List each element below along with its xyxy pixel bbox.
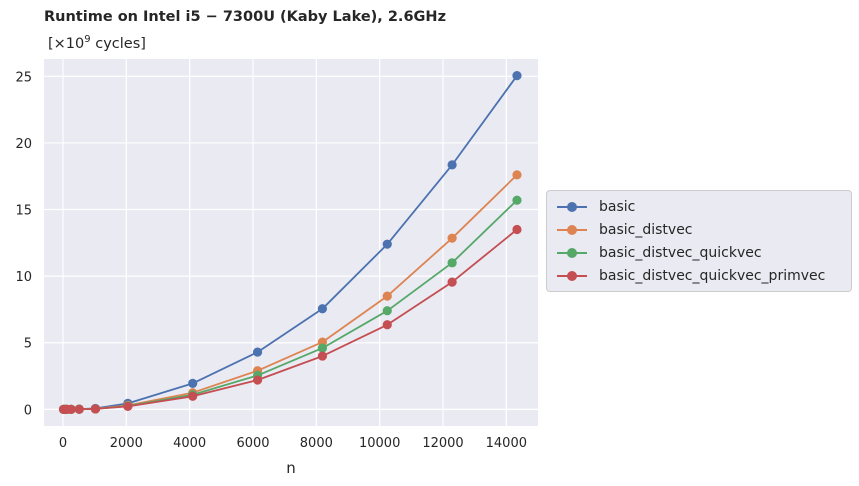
data-point — [90, 404, 101, 414]
chart-title: Runtime on Intel i5 − 7300U (Kaby Lake),… — [44, 9, 447, 25]
legend-label: basic_distvec_quickvec — [599, 245, 762, 261]
legend-marker-icon — [555, 269, 589, 283]
data-point — [252, 347, 263, 357]
unit-label: [×109 cycles] — [48, 34, 146, 52]
data-point — [447, 160, 457, 170]
data-point — [512, 195, 522, 205]
legend-item: basic_distvec_quickvec — [547, 242, 762, 264]
data-point — [66, 404, 76, 414]
data-point — [317, 351, 328, 361]
unit-label-suffix: cycles] — [90, 35, 146, 52]
x-tick-label: 14000 — [486, 436, 527, 451]
data-point — [123, 401, 133, 412]
series-group — [58, 71, 522, 414]
x-tick-label: 6000 — [236, 436, 269, 451]
legend-marker-icon — [555, 200, 589, 214]
data-point — [188, 378, 198, 388]
data-point — [447, 258, 457, 268]
unit-label-prefix: [×10 — [48, 35, 85, 52]
legend-item: basic_distvec_quickvec_primvec — [547, 265, 825, 287]
data-point — [447, 233, 457, 243]
x-tick-label: 0 — [59, 436, 67, 451]
y-tick-label: 25 — [15, 70, 32, 85]
unit-label-exponent: 9 — [84, 34, 91, 45]
data-point — [382, 291, 392, 301]
x-tick-label: 4000 — [173, 436, 206, 451]
data-point — [252, 375, 263, 385]
y-tick-label: 0 — [24, 403, 32, 418]
tick-labels: 0 2000 4000 6000 8000 10000 12000 14000 0 5 10 15 20… — [15, 70, 527, 451]
data-point — [382, 306, 392, 316]
x-tick-label: 2000 — [110, 436, 143, 451]
data-point — [188, 391, 198, 401]
x-tick-label: 10000 — [359, 436, 400, 451]
legend-marker-icon — [555, 223, 589, 237]
plot-area — [44, 59, 538, 426]
x-axis-label: n — [286, 459, 296, 477]
legend-label: basic — [599, 199, 636, 215]
data-point — [382, 320, 392, 330]
y-tick-label: 5 — [24, 337, 32, 352]
data-point — [512, 224, 522, 235]
legend-label: basic_distvec_quickvec_primvec — [599, 268, 826, 284]
y-tick-label: 20 — [15, 137, 32, 152]
legend-item: basic_distvec — [547, 219, 693, 241]
data-point — [382, 239, 392, 249]
legend-marker-icon — [555, 246, 589, 260]
x-tick-label: 12000 — [422, 436, 463, 451]
series-basic-distvec-quickvec-primvec — [58, 224, 522, 414]
data-point — [74, 404, 84, 414]
legend: basic basic_distvec basic_distvec_quickvec… — [546, 190, 852, 292]
legend-label: basic_distvec — [599, 222, 693, 238]
legend-item: basic — [547, 196, 635, 218]
x-tick-label: 8000 — [300, 436, 333, 451]
data-point — [317, 343, 328, 353]
y-tick-label: 15 — [15, 204, 32, 219]
y-tick-label: 10 — [15, 270, 32, 285]
data-point — [447, 277, 457, 287]
data-point — [512, 71, 522, 81]
data-point — [512, 170, 522, 180]
data-point — [317, 304, 328, 314]
